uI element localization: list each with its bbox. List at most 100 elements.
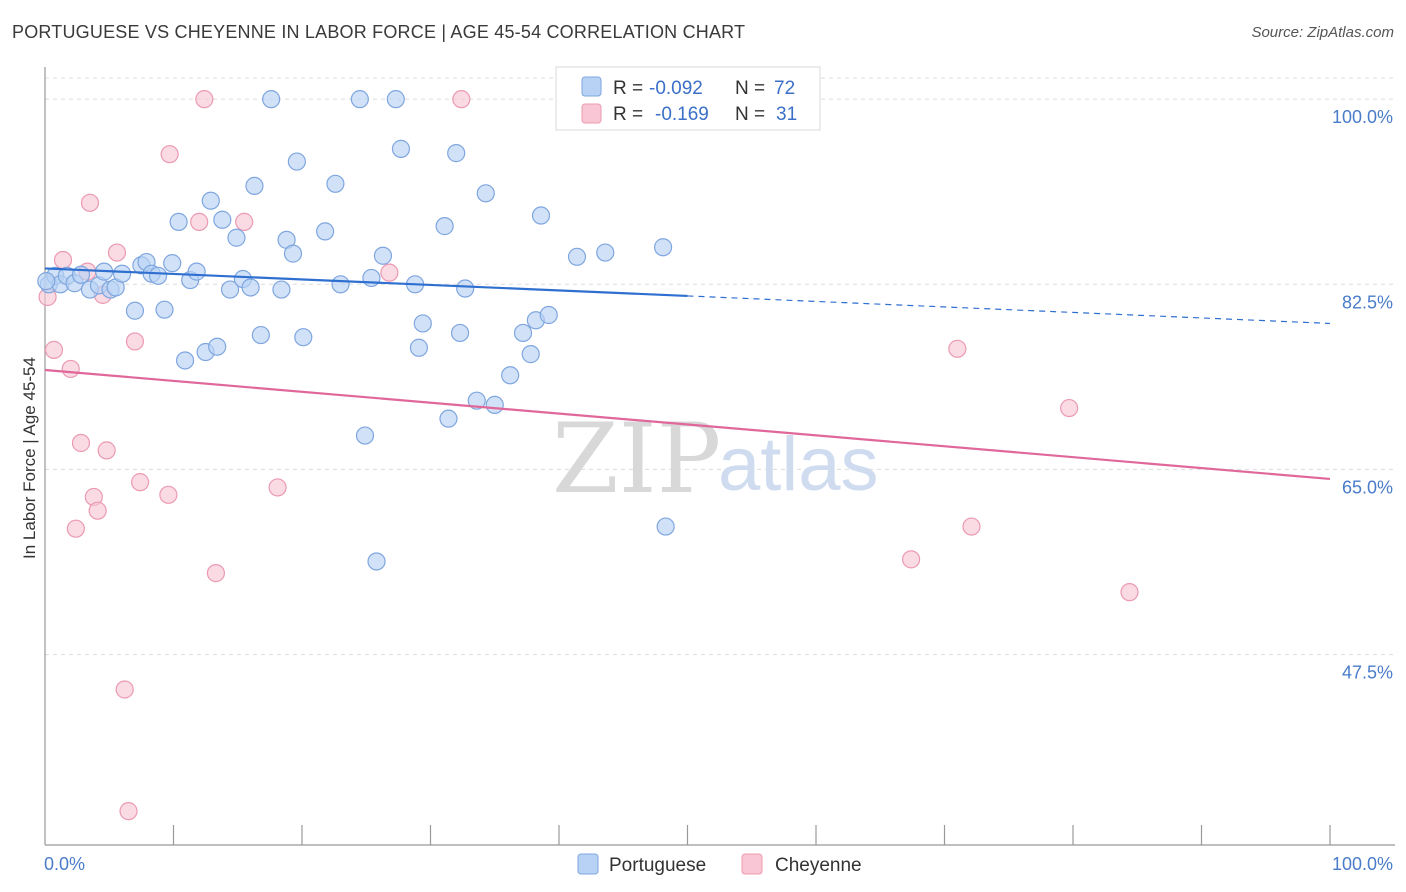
y-tick-label-0: 100.0% (1332, 107, 1393, 127)
cheyenne-point-9 (88, 501, 107, 520)
portuguese-point-38 (294, 328, 313, 347)
x-tick-labels: 0.0% 100.0% (44, 854, 1393, 874)
cheyenne-point-28 (962, 517, 981, 536)
portuguese-point-36 (283, 244, 303, 263)
portuguese-point-53 (439, 409, 458, 428)
legend-r-value-portuguese: -0.092 (649, 78, 703, 99)
portuguese-point-19 (169, 212, 188, 231)
cheyenne-point-26 (901, 550, 921, 569)
x-tick-label-1: 100.0% (1332, 854, 1393, 874)
watermark: ZIP atlas (552, 403, 879, 515)
cheyenne-point-20 (195, 90, 214, 109)
portuguese-point-22 (187, 262, 206, 281)
cheyenne-point-4 (66, 519, 85, 538)
y-tick-label-3: 47.5% (1342, 663, 1393, 683)
portuguese-point-46 (373, 246, 393, 265)
watermark-atlas: atlas (718, 422, 879, 507)
cheyenne-point-14 (119, 802, 138, 821)
cheyenne-point-5 (71, 433, 91, 453)
legend-n-label-portuguese: N = (735, 78, 765, 99)
portuguese-point-67 (596, 243, 615, 262)
portuguese-point-62 (521, 345, 540, 364)
cheyenne-trend-line (44, 368, 1331, 481)
y-tick-label-2: 65.0% (1342, 477, 1393, 497)
watermark-zip: ZIP (552, 403, 721, 515)
cheyenne-points (38, 90, 1139, 821)
legend-r-value-cheyenne: -0.169 (655, 104, 709, 125)
portuguese-point-71 (37, 272, 56, 291)
portuguese-point-20 (175, 351, 195, 370)
cheyenne-point-7 (80, 193, 100, 212)
bottom-legend-swatch-cheyenne (741, 853, 763, 875)
portuguese-point-47 (386, 90, 405, 109)
legend-n-value-portuguese: 72 (774, 78, 795, 99)
portuguese-point-65 (539, 305, 558, 325)
cheyenne-point-16 (130, 473, 150, 492)
portuguese-point-40 (326, 174, 345, 193)
portuguese-point-59 (485, 395, 504, 415)
portuguese-point-28 (227, 228, 246, 247)
portuguese-points (37, 90, 675, 571)
cheyenne-point-11 (97, 441, 116, 460)
cheyenne-point-19 (190, 212, 209, 231)
y-tick-labels: 100.0% 82.5% 65.0% 47.5% (1332, 107, 1393, 682)
portuguese-point-61 (513, 323, 533, 343)
portuguese-point-37 (287, 152, 306, 171)
portuguese-point-24 (201, 191, 220, 210)
portuguese-point-66 (567, 247, 587, 266)
portuguese-point-42 (350, 90, 369, 109)
cheyenne-point-15 (125, 332, 145, 351)
cheyenne-point-2 (53, 250, 73, 270)
portuguese-point-70 (656, 517, 675, 536)
cheyenne-point-1 (44, 340, 64, 359)
axes (44, 67, 1395, 846)
portuguese-point-25 (208, 337, 227, 356)
legend-n-label-cheyenne: N = (735, 104, 765, 125)
legend-swatch-portuguese (581, 76, 602, 97)
y-tick-label-1: 82.5% (1342, 292, 1393, 312)
portuguese-point-33 (262, 90, 281, 109)
portuguese-point-51 (413, 314, 432, 333)
portuguese-point-50 (409, 338, 429, 357)
grid-lines (45, 77, 1395, 656)
portuguese-point-55 (450, 323, 470, 343)
portuguese-point-52 (435, 217, 454, 236)
bottom-legend-label-cheyenne: Cheyenne (775, 855, 862, 876)
portuguese-point-27 (220, 280, 240, 299)
portuguese-point-30 (241, 278, 260, 297)
cheyenne-point-25 (452, 90, 471, 109)
cheyenne-point-29 (1060, 398, 1079, 418)
portuguese-point-17 (155, 300, 174, 319)
portuguese-point-57 (467, 391, 486, 410)
cheyenne-point-12 (107, 243, 127, 262)
portuguese-point-48 (391, 139, 411, 158)
bottom-legend-label-portuguese: Portuguese (609, 855, 706, 876)
legend-r-label-cheyenne: R = (613, 104, 643, 125)
cheyenne-point-3 (61, 359, 80, 379)
portuguese-point-11 (112, 264, 132, 283)
portuguese-point-58 (476, 184, 495, 203)
cheyenne-point-27 (948, 339, 967, 358)
portuguese-trend-line (44, 267, 688, 298)
cheyenne-point-17 (159, 485, 178, 504)
portuguese-trend-extension (687, 295, 1331, 325)
cheyenne-point-18 (160, 145, 179, 164)
portuguese-point-31 (245, 176, 264, 196)
portuguese-point-41 (331, 275, 350, 294)
trend-lines (44, 267, 1331, 481)
portuguese-point-56 (456, 279, 475, 298)
portuguese-point-45 (367, 552, 386, 571)
cheyenne-point-13 (115, 680, 134, 699)
legend-n-value-cheyenne: 31 (776, 104, 797, 125)
cheyenne-point-30 (1120, 583, 1139, 602)
portuguese-point-39 (316, 222, 335, 241)
portuguese-point-34 (272, 280, 291, 299)
portuguese-point-26 (213, 210, 232, 229)
portuguese-point-54 (447, 144, 466, 163)
chart-title: PORTUGUESE VS CHEYENNE IN LABOR FORCE | … (12, 22, 746, 42)
cheyenne-point-24 (380, 263, 399, 282)
portuguese-point-44 (362, 268, 381, 288)
source-label: Source: ZipAtlas.com (1251, 24, 1394, 41)
cheyenne-point-23 (268, 478, 287, 497)
